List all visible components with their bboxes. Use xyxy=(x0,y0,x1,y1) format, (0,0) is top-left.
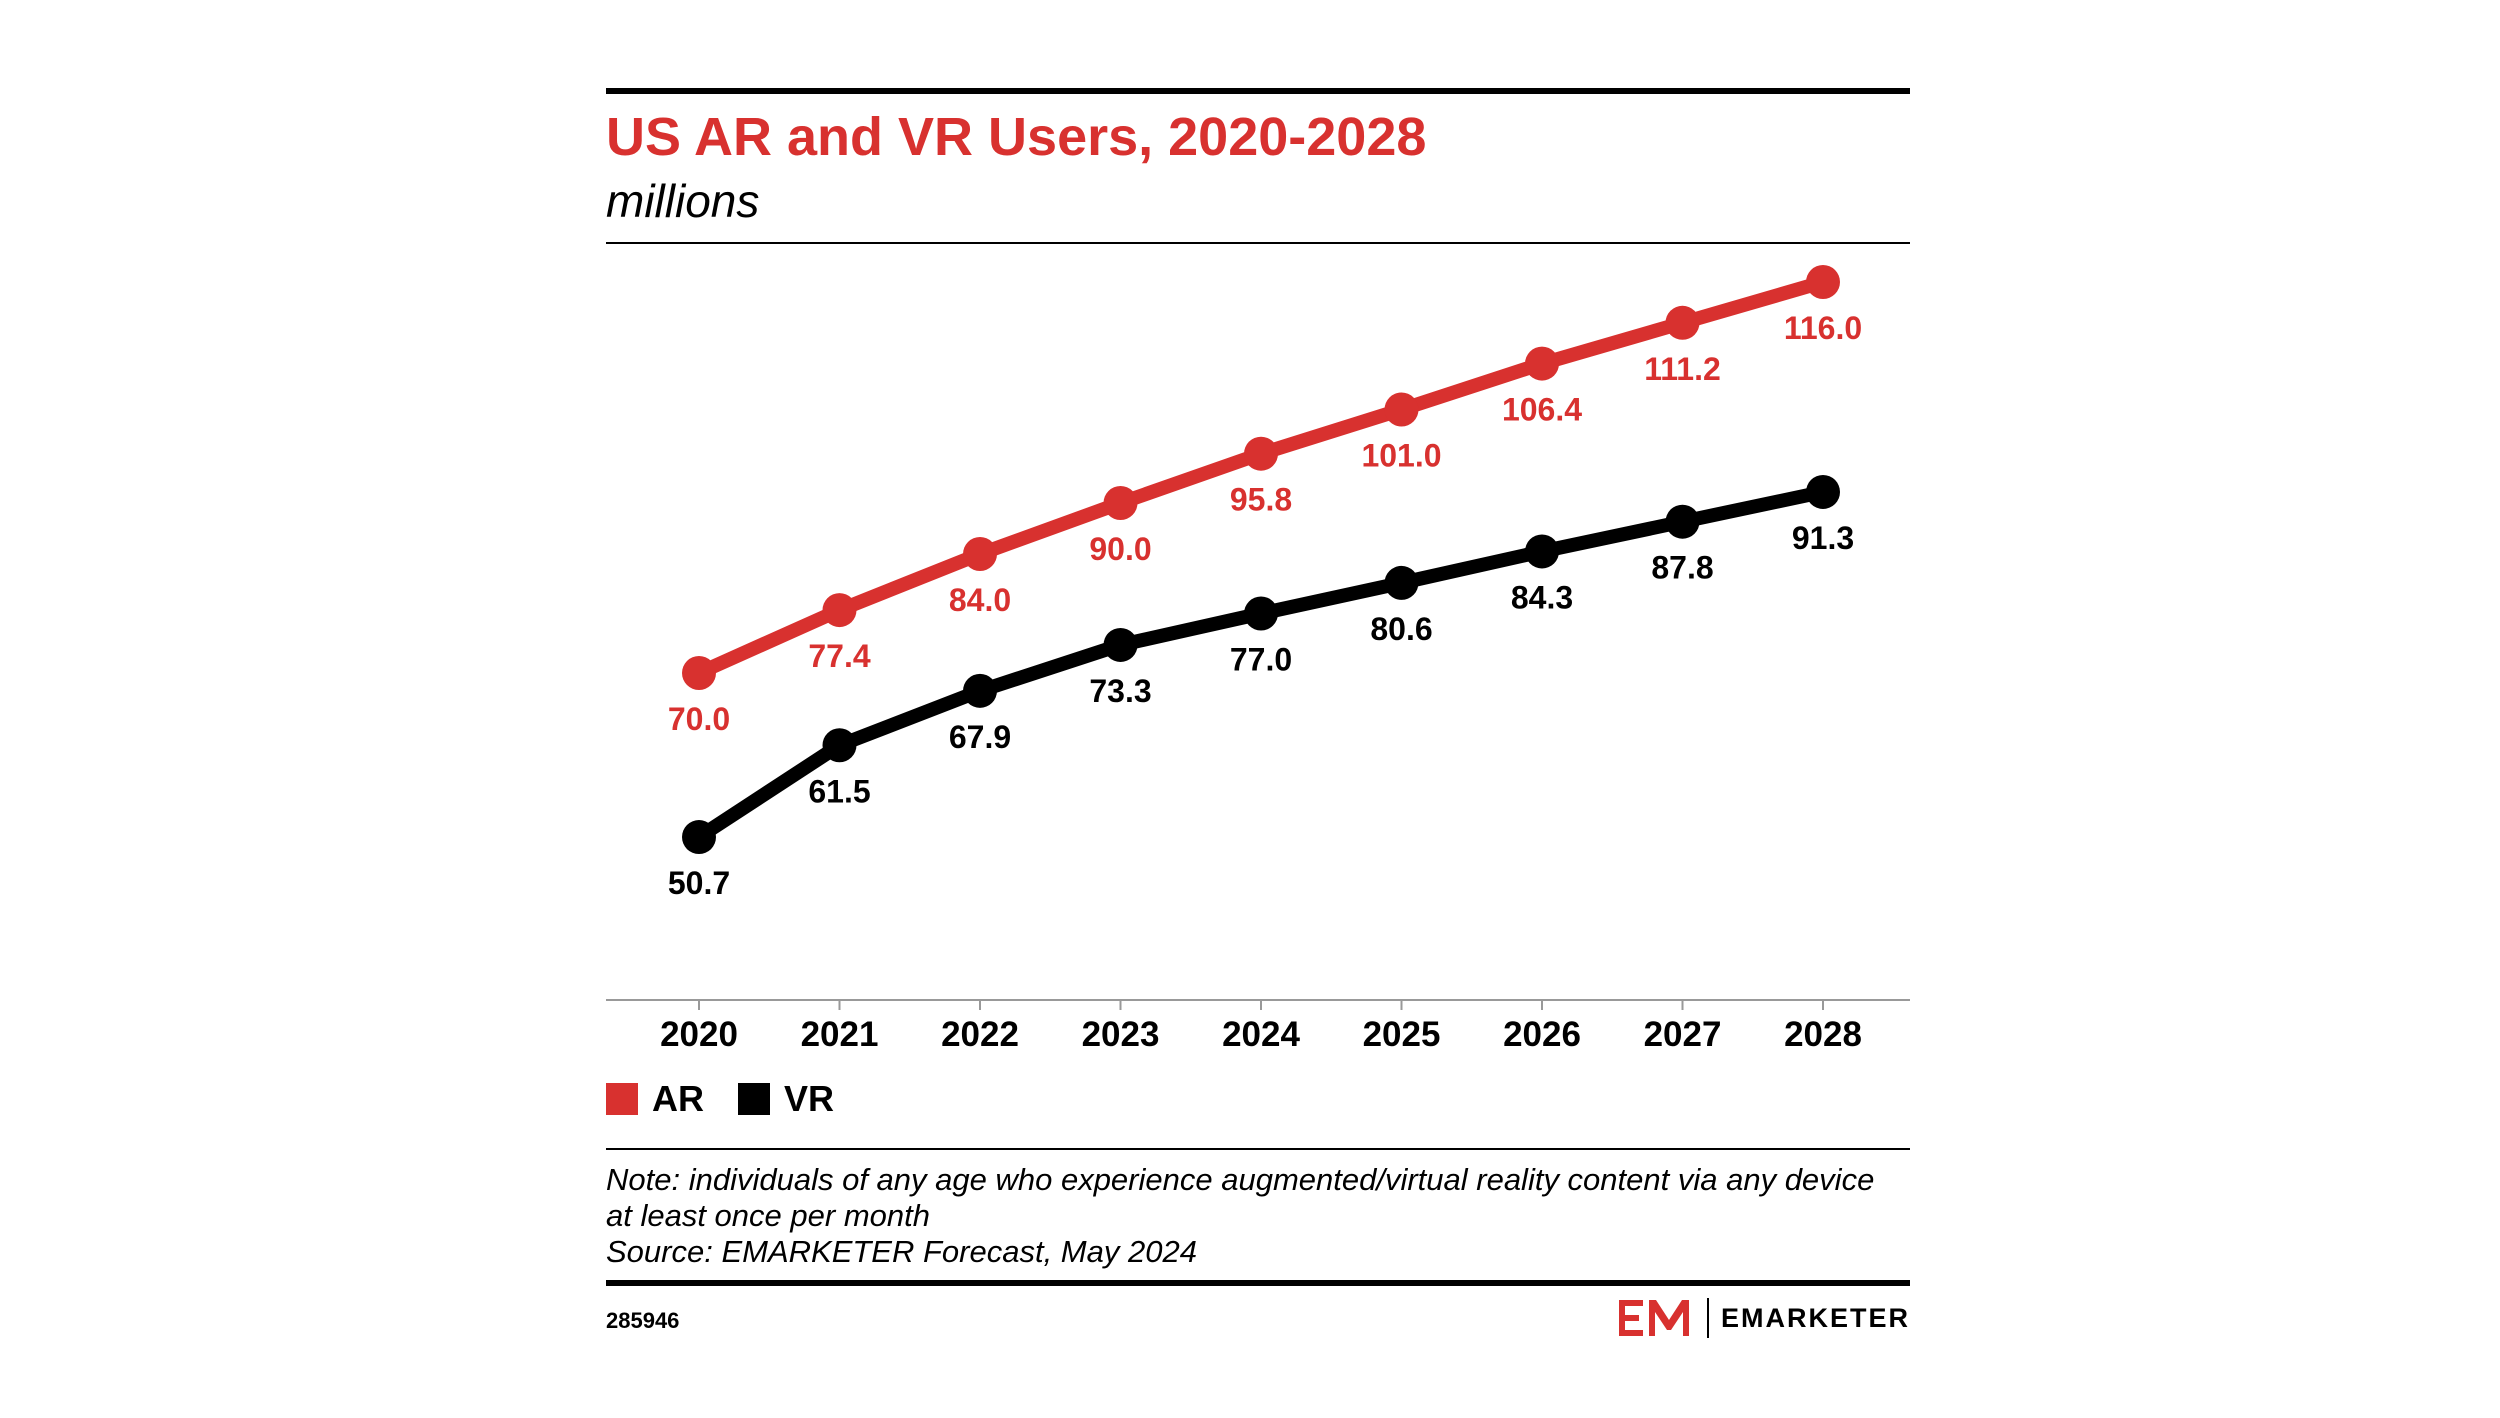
data-label-ar: 90.0 xyxy=(1089,531,1151,567)
legend-label-ar: AR xyxy=(652,1078,704,1119)
legend-label-vr: VR xyxy=(784,1078,835,1119)
x-tick-label: 2028 xyxy=(1784,1015,1862,1054)
data-label-ar: 101.0 xyxy=(1361,438,1441,474)
data-label-ar: 70.0 xyxy=(668,701,730,737)
data-label-vr: 61.5 xyxy=(808,773,870,809)
data-point-vr xyxy=(682,820,716,855)
data-point-vr xyxy=(1384,565,1419,600)
note-text-line2: at least once per month xyxy=(606,1198,930,1233)
bottom-rule xyxy=(606,1280,1910,1286)
x-tick-label: 2022 xyxy=(941,1015,1019,1054)
data-label-ar: 84.0 xyxy=(949,582,1011,618)
legend: AR VR xyxy=(606,1076,868,1122)
top-rule xyxy=(606,88,1910,94)
data-point-ar xyxy=(963,537,997,571)
x-tick-label: 2023 xyxy=(1082,1015,1160,1054)
data-label-vr: 91.3 xyxy=(1792,520,1854,556)
data-point-vr xyxy=(1665,504,1700,539)
line-chart: 2020 2021 2022 2023 2024 2025 2026 2027 2028 70.0… xyxy=(606,265,1910,1054)
data-point-ar xyxy=(1806,265,1840,299)
data-point-ar xyxy=(822,593,857,628)
brand-logo: EMARKETER xyxy=(1618,1298,1910,1338)
title-divider xyxy=(606,242,1910,244)
data-point-ar xyxy=(1525,346,1559,381)
em-logo-icon xyxy=(1618,1300,1689,1336)
data-label-vr: 73.3 xyxy=(1089,673,1151,709)
data-point-ar xyxy=(1665,305,1700,340)
data-label-ar: 111.2 xyxy=(1644,351,1721,387)
data-point-vr xyxy=(1244,596,1278,631)
legend-swatch-vr xyxy=(738,1083,770,1115)
data-label-ar: 106.4 xyxy=(1502,392,1582,428)
data-label-vr: 80.6 xyxy=(1370,611,1432,647)
brand-separator xyxy=(1706,1298,1709,1338)
x-tick-label: 2021 xyxy=(801,1015,879,1054)
data-label-ar: 116.0 xyxy=(1784,310,1862,346)
chart-card: US AR and VR Users, 2020-2028 millions 2… xyxy=(606,88,1910,1348)
x-tick-label: 2020 xyxy=(660,1015,738,1054)
x-tick-label: 2025 xyxy=(1363,1015,1441,1054)
chart-id: 285946 xyxy=(606,1308,680,1333)
data-point-vr xyxy=(822,728,857,763)
data-point-ar xyxy=(1384,392,1419,427)
note-divider xyxy=(606,1148,1910,1150)
data-point-vr xyxy=(1525,534,1559,569)
data-label-vr: 84.3 xyxy=(1511,579,1573,615)
brand-name: EMARKETER xyxy=(1720,1302,1910,1333)
legend-item-vr: VR xyxy=(738,1078,834,1120)
data-label-ar: 77.4 xyxy=(808,638,870,674)
data-label-vr: 87.8 xyxy=(1651,550,1713,586)
data-label-vr: 77.0 xyxy=(1230,642,1292,678)
data-label-vr: 50.7 xyxy=(668,865,730,901)
data-point-vr xyxy=(1103,627,1138,662)
data-label-vr: 67.9 xyxy=(949,719,1011,755)
chart-subtitle: millions xyxy=(606,175,760,227)
data-point-vr xyxy=(963,673,997,708)
chart-title: US AR and VR Users, 2020-2028 xyxy=(606,107,1427,167)
data-label-ar: 95.8 xyxy=(1230,482,1292,518)
data-point-ar xyxy=(1103,486,1138,520)
x-tick-label: 2026 xyxy=(1503,1015,1581,1054)
legend-swatch-ar xyxy=(606,1083,638,1115)
data-point-ar xyxy=(1244,436,1278,471)
data-point-ar xyxy=(682,656,716,690)
legend-item-ar: AR xyxy=(606,1078,704,1120)
chart-note: Note: individuals of any age who experie… xyxy=(606,1162,1910,1270)
source-text: Source: EMARKETER Forecast, May 2024 xyxy=(606,1234,1197,1269)
x-tick-label: 2024 xyxy=(1222,1015,1300,1054)
x-tick-label: 2027 xyxy=(1644,1015,1722,1054)
note-text-line1: Note: individuals of any age who experie… xyxy=(606,1162,1875,1197)
data-point-vr xyxy=(1806,474,1840,509)
